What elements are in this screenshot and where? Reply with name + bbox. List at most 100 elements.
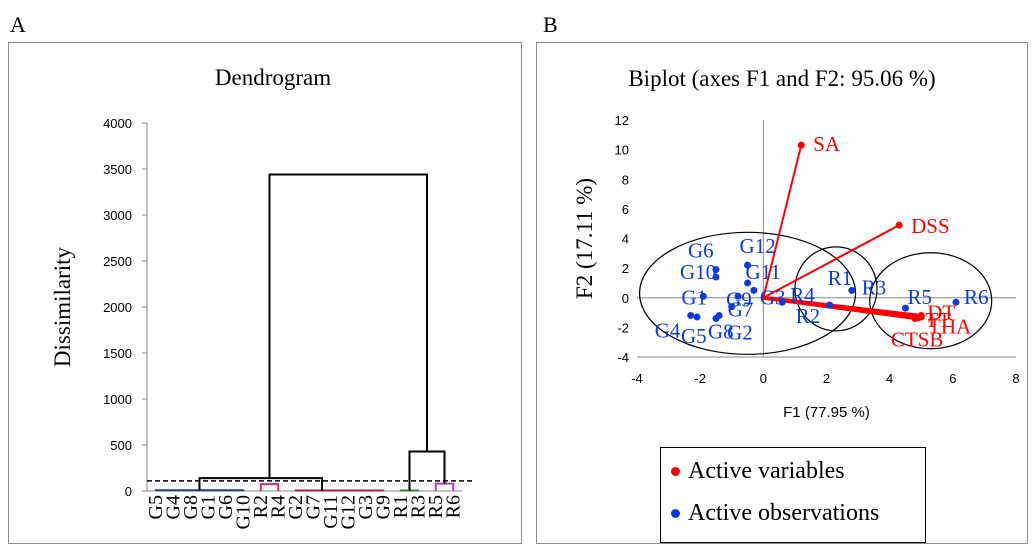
leaf-label: G5: [145, 495, 167, 519]
observation-label: G10: [680, 260, 716, 284]
variable-point: [797, 141, 805, 149]
merge-link: [268, 173, 428, 479]
observation-point: [712, 273, 720, 281]
y-tick-label: 500: [110, 438, 132, 453]
legend-label-active-variables: Active variables: [688, 458, 845, 484]
leaf-label: G7: [302, 495, 324, 519]
loading-vector: [762, 224, 900, 299]
x-tick-label: -2: [694, 371, 706, 386]
y-tick-label: 6: [622, 202, 629, 217]
observation-label: G5: [681, 324, 707, 348]
leaf-label: R1: [390, 495, 412, 518]
y-tick-label: 4: [622, 232, 629, 247]
variable-label: TT: [925, 308, 951, 332]
leaf-label: R2: [250, 495, 272, 518]
dendrogram-frame: [8, 42, 522, 544]
y-tick-label: 3000: [103, 208, 132, 223]
group-ellipse: [794, 246, 878, 332]
biplot-title: Biplot (axes F1 and F2: 95.06 %): [628, 66, 935, 91]
observation-label: R2: [796, 304, 821, 328]
leaf-label: R5: [425, 495, 447, 518]
observation-point: [778, 298, 786, 306]
observation-point: [826, 301, 834, 309]
y-tick-label: -2: [617, 320, 629, 335]
observation-point: [693, 313, 701, 321]
leaf-label: G11: [320, 495, 342, 529]
y-tick-label: 12: [615, 113, 629, 128]
observation-point: [734, 292, 742, 300]
cluster-link: [259, 483, 280, 491]
observation-label: G12: [740, 234, 776, 258]
x-tick-label: 4: [886, 371, 893, 386]
variable-label: CTSB: [891, 327, 944, 351]
variable-point: [911, 314, 919, 322]
observation-label: G6: [688, 239, 714, 263]
variable-label: DT: [927, 301, 955, 325]
leaf-label: G12: [337, 495, 359, 529]
y-tick-label: 1500: [103, 346, 132, 361]
y-tick-label: 8: [622, 172, 629, 187]
observation-point: [687, 312, 695, 320]
observation-label: R1: [828, 266, 853, 290]
y-tick-label: 1000: [103, 392, 132, 407]
observation-label: R5: [907, 285, 932, 309]
x-tick-label: 6: [949, 371, 956, 386]
observation-label: G9: [726, 287, 752, 311]
dendrogram-title: Dendrogram: [215, 65, 331, 90]
group-ellipse: [638, 231, 857, 355]
x-tick-label: 2: [823, 371, 830, 386]
cluster-link: [294, 489, 385, 492]
legend-item-active-variables: Active variables: [671, 458, 845, 485]
leaf-label: G3: [355, 495, 377, 519]
observation-point: [712, 266, 720, 274]
y-tick-label: 2: [622, 261, 629, 276]
leaf-label: R6: [442, 495, 464, 518]
variable-label: THA: [928, 315, 972, 339]
observation-point: [715, 312, 723, 320]
observation-label: G8: [708, 319, 734, 343]
observation-label: G4: [655, 319, 681, 343]
leaf-label: G10: [232, 495, 254, 529]
observation-point: [952, 298, 960, 306]
observation-label: G2: [727, 321, 753, 345]
red-dot-icon: [671, 467, 680, 476]
observation-point: [848, 286, 856, 294]
observation-label: G1: [681, 285, 707, 309]
y-tick-label: 2500: [103, 254, 132, 269]
variable-point: [895, 221, 903, 229]
leaf-label: G1: [197, 495, 219, 519]
observation-label: G11: [746, 260, 781, 284]
leaf-label: G2: [285, 495, 307, 519]
variable-label: DSS: [911, 214, 950, 238]
y-tick-label: 10: [615, 143, 629, 158]
observation-point: [750, 286, 758, 294]
x-tick-label: 0: [760, 371, 767, 386]
merge-link: [198, 477, 323, 491]
merge-link: [408, 450, 446, 491]
observation-label: R6: [964, 285, 989, 309]
panel-letter-b: B: [543, 12, 558, 37]
blue-dot-icon: [671, 509, 680, 518]
leaf-label: G9: [372, 495, 394, 519]
leaf-label: R4: [267, 495, 289, 518]
observation-label: G3: [760, 285, 786, 309]
y-tick-label: 4000: [103, 116, 132, 131]
y-tick-label: 0: [622, 291, 629, 306]
group-ellipse: [869, 252, 993, 350]
observation-point: [744, 261, 752, 269]
x-tick-label: -4: [631, 371, 643, 386]
y-tick-label: -4: [617, 350, 629, 365]
leaf-label: R3: [407, 495, 429, 518]
leaf-label: G6: [215, 495, 237, 519]
x-tick-label: 8: [1012, 371, 1019, 386]
y-tick-label: 0: [125, 484, 132, 499]
observation-point: [901, 304, 909, 312]
observation-label: G7: [728, 298, 754, 322]
legend-label-active-observations: Active observations: [688, 500, 880, 526]
observation-label: R3: [862, 275, 887, 299]
y-tick-label: 2000: [103, 300, 132, 315]
panel-letter-a: A: [10, 12, 26, 37]
observation-point: [744, 279, 752, 287]
